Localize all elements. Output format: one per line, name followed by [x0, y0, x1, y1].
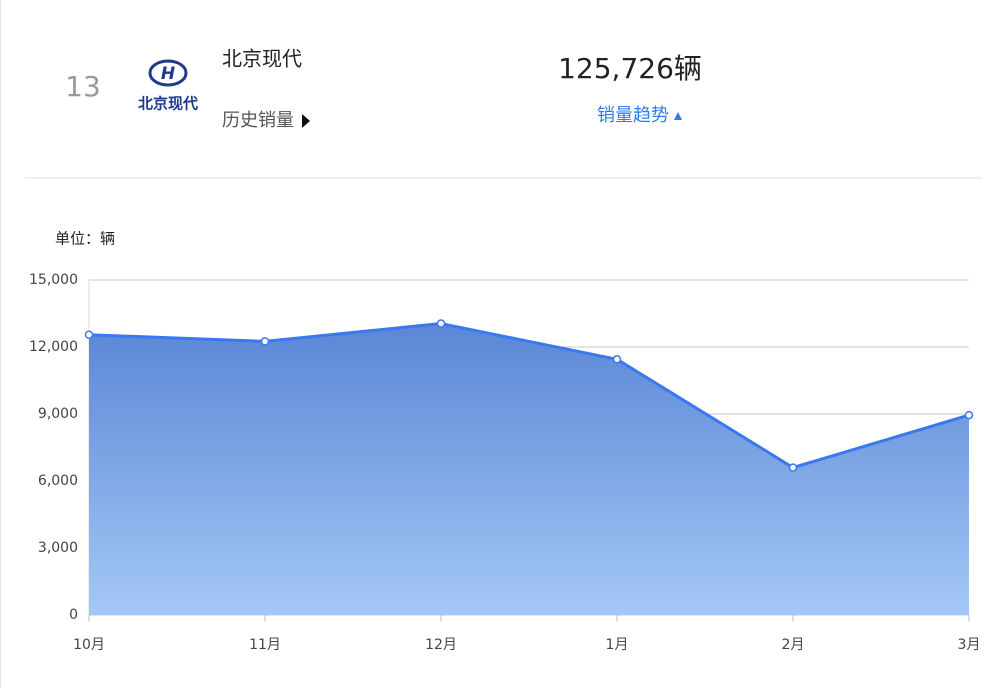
x-tick-label: 2月 [782, 637, 805, 653]
y-tick-label: 6,000 [38, 473, 78, 489]
logo-h: H [161, 64, 175, 84]
x-tick-label: 1月 [606, 637, 629, 653]
logo-emblem [148, 59, 188, 87]
line [88, 322, 970, 470]
x-tick-label: 11月 [249, 637, 281, 653]
history-link-text[interactable]: 历史销量 [222, 110, 294, 131]
y-tick-label: 9,000 [38, 406, 78, 422]
unit-label: 单位：辆 [55, 230, 115, 248]
y-tick-label: 15,000 [29, 272, 78, 288]
point [612, 355, 622, 364]
trend-link-text[interactable]: 销量趋势 [597, 105, 669, 126]
y-tick-label: 3,000 [38, 540, 78, 556]
point [436, 319, 446, 328]
chart: 0 3,000 6,000 9,000 12,000 15,000 10月 11月 12月 1月 2… [29, 272, 980, 653]
x-tick-label: 12月 [425, 637, 457, 653]
x-tick-label: 3月 [958, 637, 981, 653]
trend-link[interactable]: 销量趋势 [597, 105, 682, 126]
point [964, 410, 974, 420]
brand-name: 北京现代 [222, 47, 302, 71]
y-tick-label: 12,000 [29, 339, 78, 355]
point [788, 463, 798, 472]
history-link[interactable]: 历史销量 [222, 110, 310, 131]
area-fill [89, 323, 969, 615]
y-tick-label: 0 [69, 607, 78, 623]
point [260, 337, 270, 346]
sales-total: 125,726辆 [558, 52, 702, 85]
history-arrow [302, 114, 310, 128]
rank: 13 [65, 70, 101, 103]
logo-text: 北京现代 [138, 95, 198, 113]
x-tick-label: 10月 [73, 637, 105, 653]
trend-arrow [674, 112, 682, 120]
brand-logo: H 北京现代 [138, 59, 198, 113]
point [84, 330, 94, 339]
